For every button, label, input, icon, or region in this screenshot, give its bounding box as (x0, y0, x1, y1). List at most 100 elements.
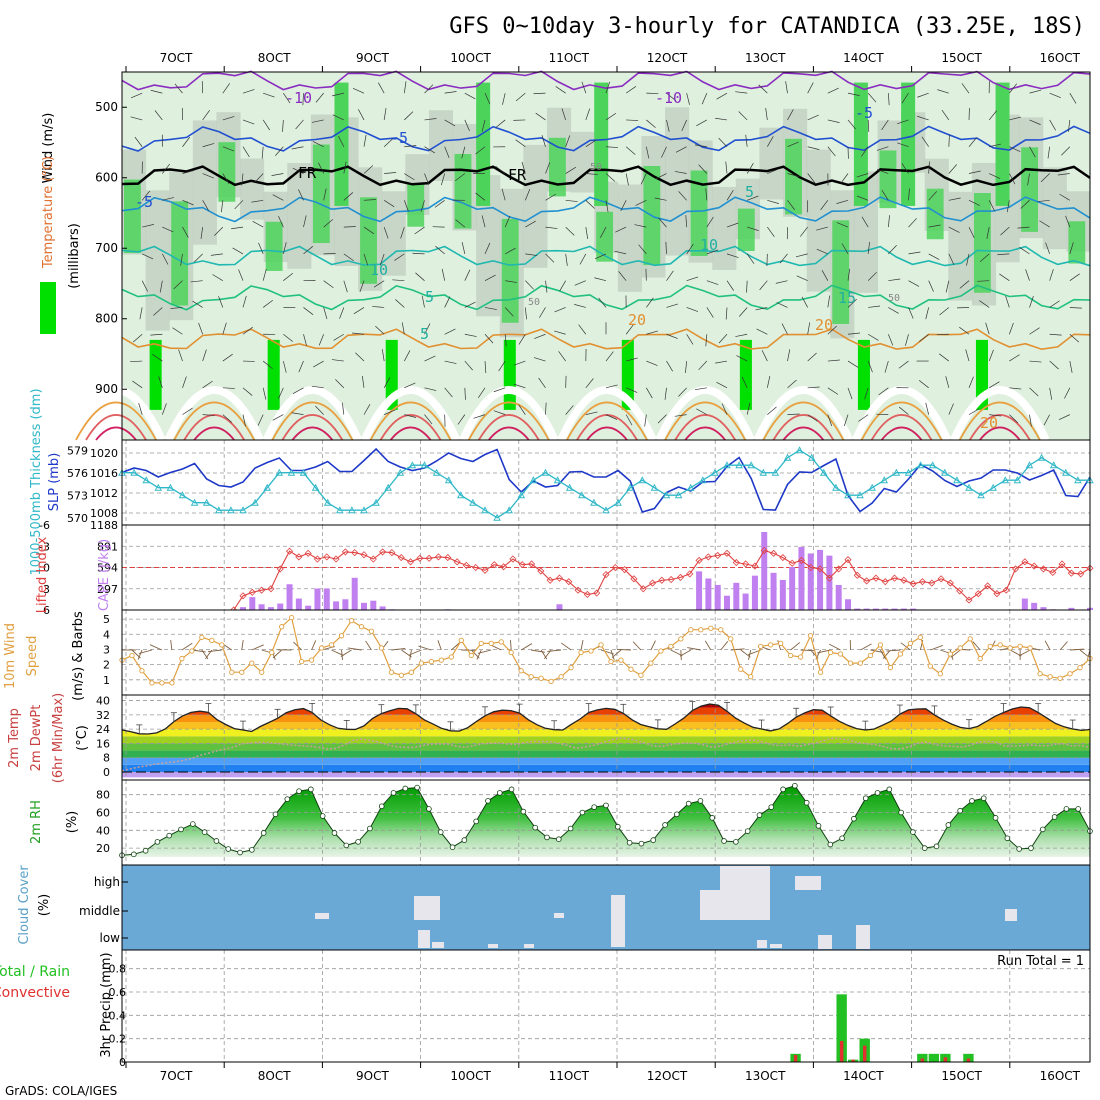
wind-barb (363, 165, 374, 174)
rh-point (190, 821, 196, 827)
date-label: 14OCT (843, 51, 884, 65)
rh-point (272, 811, 279, 818)
wind-barb (515, 92, 526, 102)
date-label: 9OCT (356, 51, 389, 65)
wind-barb (1017, 226, 1030, 229)
wind-barb (867, 119, 870, 132)
wind-barb (1069, 307, 1082, 309)
wind-barb (464, 269, 471, 281)
wind-barb (827, 119, 840, 123)
lifted-index-point (881, 578, 889, 586)
warm-dome-contour (360, 385, 461, 442)
wind-barb (755, 307, 768, 311)
warm-dome-contour (193, 426, 235, 441)
wind-speed-point (179, 655, 185, 662)
cloud-block (818, 935, 832, 949)
wind-barb (918, 380, 929, 389)
cape-bar (305, 605, 312, 610)
wind-barb (404, 382, 416, 389)
wind-barb (898, 406, 909, 415)
wind-barb (437, 640, 442, 651)
wind-barb (585, 378, 594, 389)
wind-barb (674, 414, 687, 417)
wind-barb (292, 167, 304, 174)
wind-barb (921, 136, 929, 147)
thickness-tick-label: 573 (67, 489, 88, 502)
thickness-point (892, 468, 901, 476)
thickness-point (650, 483, 659, 491)
wind-barb (505, 280, 518, 283)
wind-barb (278, 387, 284, 399)
wind-speed-point (1037, 671, 1043, 677)
wind-barb (670, 649, 683, 657)
wind-barb (618, 271, 627, 281)
wind-barb (807, 173, 816, 184)
wind-barb (715, 360, 728, 364)
wind-barb (262, 119, 270, 131)
wind-barb (908, 307, 914, 319)
cape-bar (770, 572, 777, 610)
wind-barb (968, 170, 981, 174)
rh-moist-region (973, 193, 991, 293)
rh-point (284, 796, 291, 802)
wind-barb (694, 144, 707, 148)
cape-bar (286, 584, 293, 610)
wind-tick-label: 1 (103, 674, 110, 687)
wind-barb (202, 143, 215, 148)
wind-speed-point (917, 634, 924, 640)
thickness-point (989, 483, 997, 491)
wind-barb (1079, 649, 1090, 658)
wind-barb (202, 380, 213, 389)
wind-barb (1009, 173, 1016, 185)
rh-moist-region (596, 211, 614, 262)
wind-barb (1006, 200, 1010, 213)
lifted-index-point (444, 554, 452, 562)
lifted-index-point (565, 578, 573, 586)
thickness-point (795, 446, 804, 454)
wind-speed-point (1007, 645, 1013, 651)
wind-barb (565, 166, 577, 174)
wind-barb (435, 245, 445, 255)
wind-barb (242, 387, 253, 396)
precip-total-bar (963, 1053, 974, 1062)
date-label: 10OCT (450, 1069, 491, 1083)
minmax-axis-label: (6hr Min/Max) (51, 693, 66, 783)
wind-barb (493, 387, 506, 393)
wind-barb (132, 380, 143, 389)
wind-speed-point (538, 675, 544, 681)
wind-barb (685, 215, 688, 228)
wind-barb (945, 376, 950, 388)
wind-barb (646, 330, 658, 335)
wind-barb (282, 242, 287, 254)
wind-barb (679, 649, 692, 657)
wind-barb (461, 146, 466, 159)
warm-dome-contour (262, 385, 363, 442)
rh-point (851, 815, 857, 822)
wind-barb (424, 118, 437, 121)
lifted-index-point (621, 566, 629, 574)
warm-dome-contour (753, 385, 854, 442)
temperature-band (122, 722, 1090, 730)
lifted-index-point (1058, 560, 1066, 568)
cloud-block (795, 876, 821, 890)
cloud-block (432, 942, 444, 948)
wind-barb (860, 146, 869, 157)
warm-dome-contour (674, 414, 736, 441)
wind-speed-point (937, 671, 943, 677)
rh-point (213, 838, 220, 844)
wind-barb (787, 141, 799, 148)
wind-barb (170, 307, 183, 309)
rh-point (697, 798, 704, 804)
wind-barb (525, 220, 536, 228)
wind-barb (383, 200, 395, 208)
cloud-block (856, 925, 870, 949)
thickness-point (686, 483, 695, 491)
wind-speed-point (298, 658, 305, 665)
rh-point (390, 790, 397, 796)
cape-tick-label: 1188 (90, 519, 118, 532)
thickness-point (142, 476, 150, 484)
wind-barb (816, 248, 828, 255)
rh-moist-region (548, 137, 566, 197)
rh-tick-label: 20 (96, 842, 110, 855)
wind-barb (375, 325, 385, 335)
